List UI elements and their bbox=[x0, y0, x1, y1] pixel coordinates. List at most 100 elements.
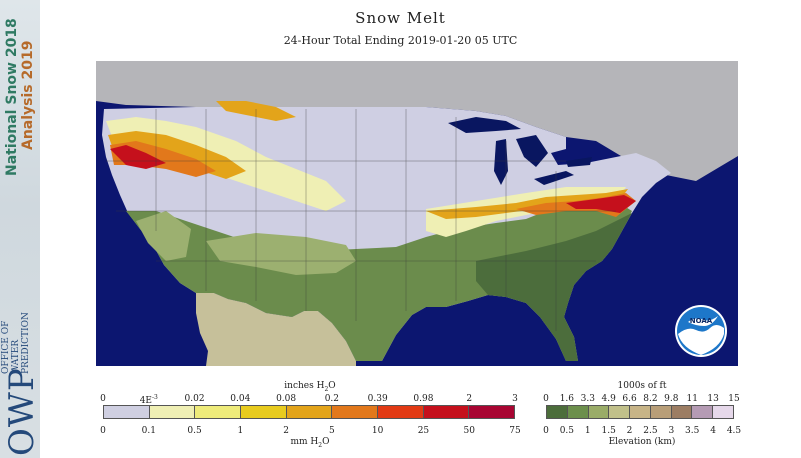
map-mexico bbox=[196, 293, 356, 366]
map-title: Snow Melt bbox=[355, 9, 446, 27]
melt-mm-tick: 10 bbox=[371, 426, 384, 436]
elevation-swatch-4 bbox=[630, 406, 651, 418]
melt-swatch-6 bbox=[378, 406, 424, 418]
elevation-ft-tick: 9.8 bbox=[664, 394, 679, 404]
elevation-ft-tick: 1.6 bbox=[559, 394, 575, 404]
melt-mm-tick: 25 bbox=[417, 426, 430, 436]
noaa-logo: NOAA bbox=[675, 305, 727, 357]
map-terrain-south bbox=[126, 201, 632, 361]
elevation-legend-bottom-unit: Elevation (km) bbox=[608, 437, 676, 447]
map-lake-ontario bbox=[566, 157, 592, 167]
melt-band-northeast-max bbox=[566, 195, 636, 213]
elevation-swatch-0 bbox=[547, 406, 568, 418]
melt-mm-tick: 75 bbox=[509, 426, 521, 436]
elevation-km-tick: 4 bbox=[710, 426, 716, 436]
melt-inch-tick: 3 bbox=[512, 394, 518, 404]
melt-swatch-3 bbox=[241, 406, 287, 418]
melt-mm-tick: 2 bbox=[283, 426, 289, 436]
product-title-block: National Snow 2018 Analysis 2019 bbox=[0, 0, 40, 180]
melt-swatch-4 bbox=[286, 406, 333, 418]
elevation-ft-tick: 13 bbox=[707, 394, 719, 404]
melt-mm-tick: 0.1 bbox=[141, 426, 156, 436]
melt-swatch-7 bbox=[423, 406, 470, 418]
elevation-swatch-5 bbox=[650, 406, 672, 418]
noaa-logo-gull bbox=[688, 316, 718, 326]
melt-inch-tick: 0.04 bbox=[230, 394, 251, 404]
noaa-logo-wave bbox=[678, 325, 724, 355]
melt-inch-tick: 4E-3 bbox=[139, 394, 158, 406]
elevation-swatch-7 bbox=[692, 406, 714, 418]
melt-legend-mm-ticks: 0 0.1 0.5 1 2 5 10 25 50 75 bbox=[100, 426, 521, 438]
melt-swatch-2 bbox=[195, 406, 242, 418]
elevation-legend-swatches bbox=[546, 405, 734, 419]
melt-inch-tick-exponent: -3 bbox=[151, 394, 158, 401]
owp-name-line1: OFFICE OF bbox=[1, 320, 11, 374]
elevation-km-tick: 0.5 bbox=[559, 426, 575, 436]
melt-legend-top-unit: inches H2O bbox=[284, 381, 336, 393]
melt-inch-tick: 0.2 bbox=[324, 394, 340, 404]
melt-swatch-0 bbox=[104, 406, 150, 418]
elevation-swatch-2 bbox=[588, 406, 610, 418]
snow-melt-map bbox=[96, 61, 738, 366]
map-terrain-plains bbox=[206, 233, 356, 275]
elevation-km-tick: 2 bbox=[626, 426, 633, 436]
elevation-km-tick: 1.5 bbox=[601, 426, 616, 436]
map-terrain-forest bbox=[476, 213, 632, 361]
melt-swatch-8 bbox=[469, 406, 515, 418]
melt-mm-tick: 50 bbox=[463, 426, 475, 436]
melt-mm-tick: 5 bbox=[329, 426, 335, 436]
map-lake-superior bbox=[448, 117, 521, 133]
map-lake-erie bbox=[534, 171, 574, 185]
elevation-ft-tick: 8.2 bbox=[643, 394, 658, 404]
elevation-km-tick: 3 bbox=[668, 426, 675, 436]
owp-name-line2: WATER bbox=[11, 339, 21, 374]
map-canada bbox=[96, 61, 738, 181]
elevation-ft-tick: 0 bbox=[543, 394, 549, 404]
melt-legend-swatches bbox=[103, 405, 515, 419]
elevation-ft-tick: 3.3 bbox=[580, 394, 595, 404]
elevation-swatch-3 bbox=[609, 406, 631, 418]
elevation-ft-tick: 6.6 bbox=[622, 394, 637, 404]
melt-inch-tick: 0 bbox=[100, 394, 106, 404]
elevation-km-tick: 1 bbox=[584, 426, 591, 436]
elevation-ft-tick: 11 bbox=[686, 394, 698, 404]
melt-inch-tick: 0.08 bbox=[276, 394, 297, 404]
elevation-legend-ft-ticks: 0 1.6 3.3 4.9 6.6 8.2 9.8 11 13 15 bbox=[542, 394, 742, 406]
map-state-lines bbox=[106, 109, 616, 331]
elevation-legend-km-ticks: 0 0.5 1 1.5 2 2.5 3 3.5 4 4.5 bbox=[542, 426, 742, 438]
owp-abbrev: OWP bbox=[2, 367, 42, 456]
noaa-logo-text: NOAA bbox=[690, 317, 713, 325]
product-title-line2: Analysis 2019 bbox=[20, 40, 36, 150]
melt-legend: inches H2O 0 4E-3 0.02 0.04 0.08 0.2 0.39 0.98 2… bbox=[100, 376, 521, 458]
elevation-ft-tick: 15 bbox=[728, 394, 740, 404]
melt-legend-bottom-unit: mm H2O bbox=[290, 437, 330, 449]
elevation-km-tick: 3.5 bbox=[685, 426, 700, 436]
melt-swatch-1 bbox=[149, 406, 196, 418]
elevation-km-tick: 4.5 bbox=[726, 426, 742, 436]
elevation-swatch-1 bbox=[567, 406, 589, 418]
melt-mm-tick: 1 bbox=[237, 426, 244, 436]
melt-inch-tick: 0.02 bbox=[184, 394, 205, 404]
map-lake-huron bbox=[516, 135, 548, 167]
map-lake-michigan bbox=[494, 139, 508, 185]
melt-band-west-max bbox=[110, 145, 166, 169]
elevation-legend: 1000s of ft 0 1.6 3.3 4.9 6.6 8.2 9.8 11 13 15 0 0… bbox=[542, 376, 742, 458]
melt-swatch-5 bbox=[332, 406, 379, 418]
melt-inch-tick: 2 bbox=[466, 394, 473, 404]
map-terrain-desert bbox=[136, 211, 191, 261]
melt-legend-inch-ticks: 0 4E-3 0.02 0.04 0.08 0.2 0.39 0.98 2 3 bbox=[100, 394, 520, 406]
map-subtitle: 24-Hour Total Ending 2019-01-20 05 UTC bbox=[283, 34, 518, 47]
elevation-km-tick: 2.5 bbox=[643, 426, 658, 436]
melt-band-northeast-mid bbox=[426, 189, 628, 219]
elevation-ft-tick: 4.9 bbox=[601, 394, 616, 404]
owp-name-line3: PREDICTION bbox=[21, 312, 31, 374]
sidebar-banner: National Snow 2018 Analysis 2019 OWP OFF… bbox=[0, 0, 42, 458]
melt-inch-tick: 0.39 bbox=[367, 394, 388, 404]
melt-inch-tick: 0.98 bbox=[413, 394, 434, 404]
elevation-swatch-8 bbox=[713, 406, 734, 418]
melt-mm-tick: 0.5 bbox=[187, 426, 202, 436]
owp-logo: OWP OFFICE OF WATER PREDICTION bbox=[0, 270, 42, 458]
elevation-legend-top-unit: 1000s of ft bbox=[617, 381, 667, 391]
melt-mm-tick: 0 bbox=[100, 426, 106, 436]
elevation-swatch-6 bbox=[671, 406, 693, 418]
